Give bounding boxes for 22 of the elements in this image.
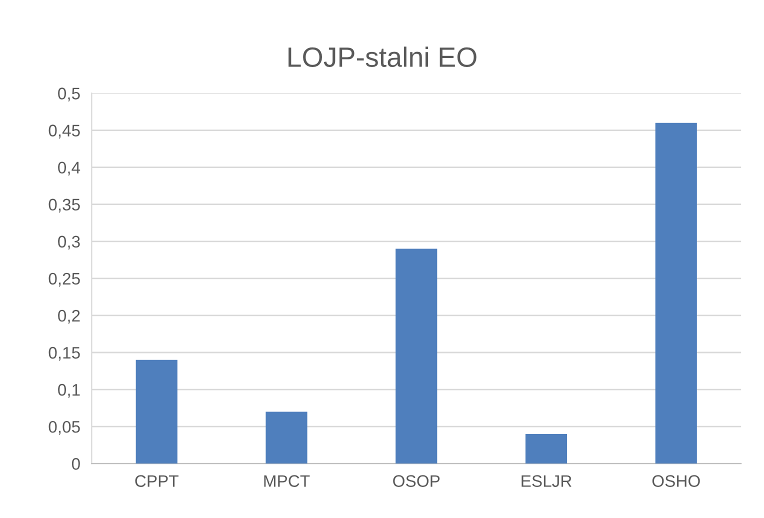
x-tick-label: CPPT <box>135 475 178 487</box>
bar <box>525 434 568 464</box>
bar <box>655 122 697 464</box>
x-tick-label: OSHO <box>652 475 700 487</box>
bar <box>266 412 308 464</box>
y-tick-label: 0,35 <box>48 198 80 213</box>
y-tick-label: 0,15 <box>48 346 80 361</box>
y-tick-label: 0,5 <box>58 88 80 102</box>
x-tick-label: OSOP <box>393 475 440 487</box>
y-tick-label: 0,2 <box>58 310 80 324</box>
x-tick-label: ESLJR <box>522 475 572 487</box>
y-tick-label: 0,1 <box>58 384 80 398</box>
chart-title: LOJP-stalni EO <box>288 46 476 68</box>
y-tick-label: 0,3 <box>58 236 80 250</box>
bar <box>136 360 178 464</box>
bar <box>396 248 438 464</box>
y-tick-label: 0,45 <box>48 124 80 138</box>
y-tick-label: 0 <box>72 458 80 470</box>
y-tick-label: 0,25 <box>48 272 80 287</box>
x-tick-label: MPCT <box>264 475 310 487</box>
y-tick-label: 0,05 <box>48 420 80 435</box>
y-tick-label: 0,4 <box>58 162 80 176</box>
